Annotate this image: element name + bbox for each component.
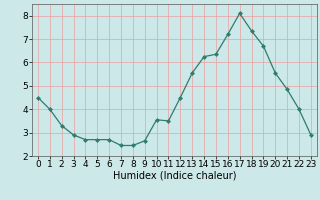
X-axis label: Humidex (Indice chaleur): Humidex (Indice chaleur) (113, 171, 236, 181)
